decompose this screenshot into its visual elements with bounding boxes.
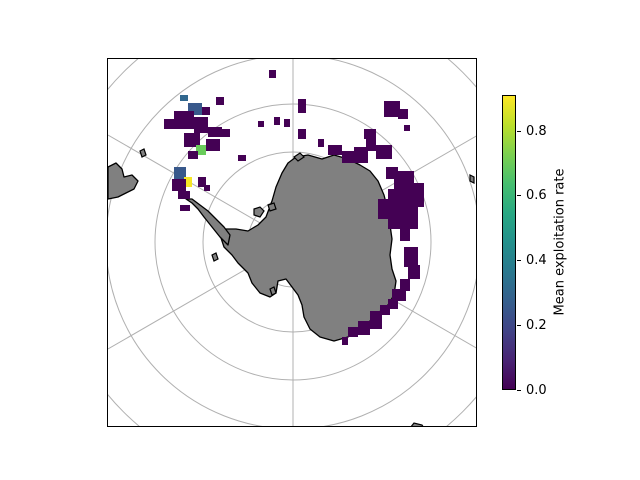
island-4 [269, 286, 277, 296]
map-panel [107, 58, 477, 427]
grid-cell-pacific-sector [208, 127, 222, 137]
grid-cell-pacific-sector [342, 151, 354, 163]
grid-cell-indian-sector [408, 265, 420, 279]
colorbar-tick-label: 0.8 [526, 123, 547, 139]
grid-cell-indian-sector [354, 147, 368, 163]
colorbar-tick: 0.8 [517, 125, 547, 138]
grid-cell-pacific-sector [238, 155, 246, 161]
grid-cell-pacific-sector [194, 117, 208, 133]
colorbar-tick-label: 0.4 [526, 253, 547, 269]
grid-cell-pacific-sector [298, 99, 306, 113]
grid-cell-pacific-sector [220, 129, 230, 137]
antarctic-peninsula [185, 198, 231, 246]
grid-cell-indian-sector [348, 327, 358, 337]
grid-cell-pacific-sector [174, 111, 194, 129]
grid-cell-pacific-sector [172, 179, 186, 191]
grid-cell-south-america-west [180, 95, 188, 101]
grid-cell-south-america-west [196, 145, 206, 155]
grid-cell-indian-sector [404, 247, 418, 267]
grid-cell-pacific-sector [188, 151, 198, 159]
grid-cell-south-america-west [184, 177, 192, 187]
falkland-islands [139, 148, 147, 158]
grid-cell-pacific-sector [178, 191, 190, 199]
grid-cell-pacific-sector [328, 145, 342, 155]
island-1 [253, 206, 265, 218]
grid-cell-indian-sector [388, 299, 398, 309]
island-2 [267, 202, 277, 212]
grid-cell-south-america-west [174, 167, 186, 179]
grid-cell-indian-sector [358, 321, 370, 335]
australia-edge [410, 422, 424, 426]
grid-cell-pacific-sector [198, 177, 206, 187]
grid-cell-pacific-sector [216, 97, 224, 105]
grid-cell-indian-sector [370, 311, 382, 329]
south-america-tip [108, 162, 139, 200]
grid-cell-indian-sector [400, 229, 410, 241]
colorbar-tick: 0.4 [517, 254, 547, 267]
colorbar-tick: 0.6 [517, 189, 547, 202]
grid-cell-pacific-sector [258, 121, 264, 127]
grid-cell-pacific-sector [269, 70, 276, 78]
grid-cell-indian-sector [376, 145, 392, 159]
grid-cell-pacific-sector [202, 107, 210, 115]
grid-cell-indian-sector [364, 129, 376, 139]
grid-cell-pacific-sector [184, 133, 200, 147]
colorbar-tick-label: 0.6 [526, 188, 547, 204]
colorbar-tick: 0.2 [517, 319, 547, 332]
grid-cell-pacific-sector [284, 119, 290, 127]
grid-cell-pacific-sector [180, 205, 190, 211]
island-3 [211, 252, 219, 262]
south-africa-coast [469, 174, 475, 184]
grid-cell-pacific-sector [298, 129, 306, 139]
colorbar [502, 95, 516, 390]
grid-cell-indian-sector [378, 199, 392, 219]
antarctica-landmass [219, 154, 397, 342]
polar-map [108, 59, 476, 426]
grid-cell-pacific-sector [164, 119, 176, 129]
grid-cell-indian-sector [404, 125, 410, 131]
grid-cell-indian-sector [388, 189, 418, 229]
colorbar-label: Mean exploitation rate [552, 168, 568, 316]
grid-cell-indian-sector [384, 101, 400, 117]
island-5 [293, 152, 305, 162]
grid-cell-pacific-sector [274, 117, 280, 125]
grid-cell-pacific-sector [318, 139, 324, 147]
grid-cell-indian-sector [400, 279, 410, 291]
colorbar-tick-label: 0.2 [526, 318, 547, 334]
colorbar-tick: 0.0 [517, 384, 547, 397]
grid-cell-indian-sector [342, 337, 348, 345]
colorbar-tick-label: 0.0 [526, 383, 547, 398]
grid-cell-indian-sector [366, 139, 376, 151]
exploitation-grid-cells [164, 70, 424, 345]
grid-cell-indian-sector [398, 109, 408, 119]
grid-cell-pacific-sector [204, 185, 210, 191]
grid-cell-indian-sector [380, 305, 390, 315]
grid-cell-pacific-sector [206, 139, 220, 151]
grid-cell-indian-sector [392, 289, 406, 301]
